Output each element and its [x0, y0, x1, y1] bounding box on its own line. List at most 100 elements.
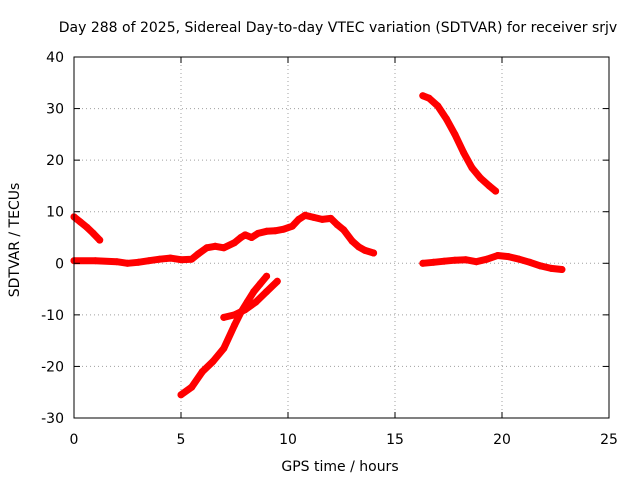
data-point: [547, 264, 555, 272]
data-point: [472, 258, 480, 266]
data-point: [340, 226, 348, 234]
data-point: [327, 214, 335, 222]
data-point: [273, 277, 281, 285]
x-tick-label: 10: [279, 432, 297, 448]
x-tick-label: 5: [177, 432, 186, 448]
data-point: [301, 211, 309, 219]
data-point: [361, 246, 369, 254]
series-group: [70, 92, 566, 399]
x-tick-label: 25: [600, 432, 618, 448]
y-tick-label: 30: [46, 102, 64, 118]
data-point: [83, 223, 91, 231]
data-point: [252, 298, 260, 306]
data-point: [485, 182, 493, 190]
data-point: [462, 256, 470, 264]
data-point: [460, 148, 467, 156]
data-point: [254, 229, 262, 237]
data-point: [194, 250, 202, 258]
data-point: [419, 259, 427, 267]
data-point: [91, 257, 99, 265]
data-point: [333, 221, 341, 229]
data-point: [434, 102, 442, 110]
data-point: [504, 253, 512, 261]
y-axis-label: SDTVAR / TECUs: [7, 183, 23, 298]
data-point: [370, 249, 378, 257]
series-line-arc-2: [70, 211, 378, 267]
y-tick-label: -20: [41, 359, 64, 375]
data-point: [231, 239, 238, 247]
y-tick-label: 0: [55, 256, 64, 272]
data-point: [468, 164, 476, 172]
data-point: [263, 227, 271, 235]
data-point: [526, 258, 534, 266]
data-point: [177, 391, 185, 399]
x-tick-label: 0: [70, 432, 79, 448]
grid: [74, 57, 609, 418]
x-tick-labels: 0 5 10 15 20 25: [70, 432, 618, 448]
y-tick-label: 20: [46, 153, 64, 169]
data-point: [134, 258, 142, 266]
data-point: [451, 130, 459, 138]
data-point: [483, 255, 491, 263]
data-point: [145, 257, 153, 265]
data-point: [220, 313, 228, 321]
data-point: [113, 258, 121, 266]
x-axis-label: GPS time / hours: [281, 459, 398, 475]
data-point: [419, 92, 427, 100]
data-point: [477, 174, 485, 182]
plot-frame: [73, 56, 610, 419]
y-tick-labels: -30 -20 -10 0 10 20 30 40: [41, 50, 64, 427]
data-point: [271, 227, 279, 235]
data-point: [451, 256, 459, 264]
data-point: [188, 383, 196, 391]
data-point: [295, 215, 303, 223]
data-point: [348, 237, 356, 245]
data-point: [211, 242, 219, 250]
data-point: [250, 288, 258, 296]
data-point: [515, 255, 523, 263]
data-point: [425, 94, 433, 102]
y-tick-label: -10: [41, 308, 64, 324]
data-point: [220, 244, 228, 252]
data-point: [558, 266, 566, 273]
data-point: [231, 311, 238, 319]
data-point: [241, 306, 249, 314]
data-point: [248, 234, 256, 241]
data-point: [177, 256, 185, 264]
data-point: [188, 255, 196, 263]
data-point: [166, 254, 174, 262]
y-tick-label: -30: [41, 411, 64, 427]
data-point: [280, 225, 288, 233]
data-point: [220, 344, 228, 352]
data-point: [209, 357, 217, 365]
data-point: [203, 244, 211, 252]
data-point: [263, 288, 271, 296]
data-point: [430, 258, 437, 266]
x-tick-label: 15: [386, 432, 404, 448]
data-point: [96, 236, 104, 244]
data-point: [355, 243, 363, 251]
data-point: [156, 255, 164, 263]
data-point: [124, 259, 131, 267]
data-point: [89, 229, 97, 237]
data-point: [318, 215, 326, 223]
data-point: [198, 368, 206, 376]
chart-title: Day 288 of 2025, Sidereal Day-to-day VTE…: [59, 20, 617, 36]
data-point: [76, 218, 84, 226]
ticks: [73, 56, 610, 419]
data-point: [494, 252, 502, 259]
data-point: [492, 187, 500, 195]
data-point: [310, 213, 318, 221]
data-point: [440, 257, 448, 265]
data-point: [263, 272, 271, 280]
data-point: [537, 262, 544, 270]
series-line-arc-5: [419, 92, 500, 195]
data-point: [256, 280, 264, 288]
y-tick-label: 10: [46, 205, 64, 221]
y-tick-label: 40: [46, 50, 64, 66]
data-point: [442, 115, 450, 123]
data-point: [231, 321, 238, 329]
data-point: [241, 231, 249, 239]
data-point: [288, 222, 296, 230]
